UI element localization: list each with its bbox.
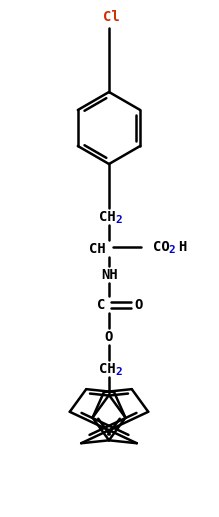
Text: CO: CO bbox=[153, 240, 169, 254]
Text: 2: 2 bbox=[116, 367, 122, 377]
Text: Cl: Cl bbox=[103, 10, 119, 24]
Text: 2: 2 bbox=[116, 215, 122, 225]
Text: NH: NH bbox=[102, 268, 118, 282]
Text: O: O bbox=[135, 298, 143, 312]
Text: CH: CH bbox=[99, 362, 115, 376]
Text: H: H bbox=[178, 240, 186, 254]
Text: CH: CH bbox=[99, 210, 115, 224]
Text: C: C bbox=[97, 298, 105, 312]
Text: CH: CH bbox=[89, 242, 105, 256]
Text: 2: 2 bbox=[169, 245, 175, 255]
Text: O: O bbox=[105, 330, 113, 344]
